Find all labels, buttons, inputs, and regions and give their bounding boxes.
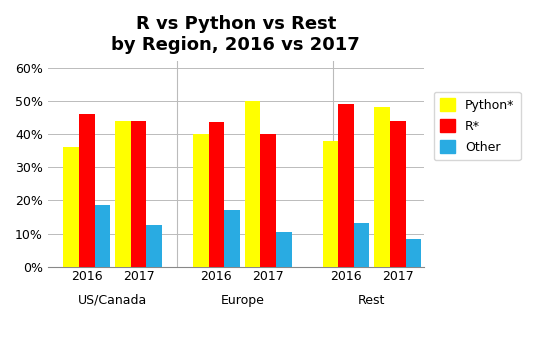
Bar: [260, 134, 276, 267]
Bar: [79, 114, 94, 267]
Text: Europe: Europe: [220, 294, 264, 307]
Bar: [390, 121, 406, 267]
Bar: [63, 147, 79, 267]
Text: US/Canada: US/Canada: [78, 294, 147, 307]
Bar: [94, 205, 110, 267]
Bar: [115, 121, 131, 267]
Bar: [193, 134, 209, 267]
Legend: Python*, R*, Other: Python*, R*, Other: [434, 92, 520, 160]
Text: Rest: Rest: [358, 294, 385, 307]
Bar: [323, 141, 338, 267]
Title: R vs Python vs Rest
by Region, 2016 vs 2017: R vs Python vs Rest by Region, 2016 vs 2…: [111, 15, 360, 54]
Bar: [224, 210, 240, 267]
Bar: [354, 223, 369, 267]
Bar: [146, 226, 162, 267]
Bar: [131, 121, 146, 267]
Bar: [245, 101, 260, 267]
Bar: [338, 104, 354, 267]
Bar: [276, 232, 292, 267]
Bar: [406, 239, 421, 267]
Bar: [375, 108, 390, 267]
Bar: [209, 122, 224, 267]
